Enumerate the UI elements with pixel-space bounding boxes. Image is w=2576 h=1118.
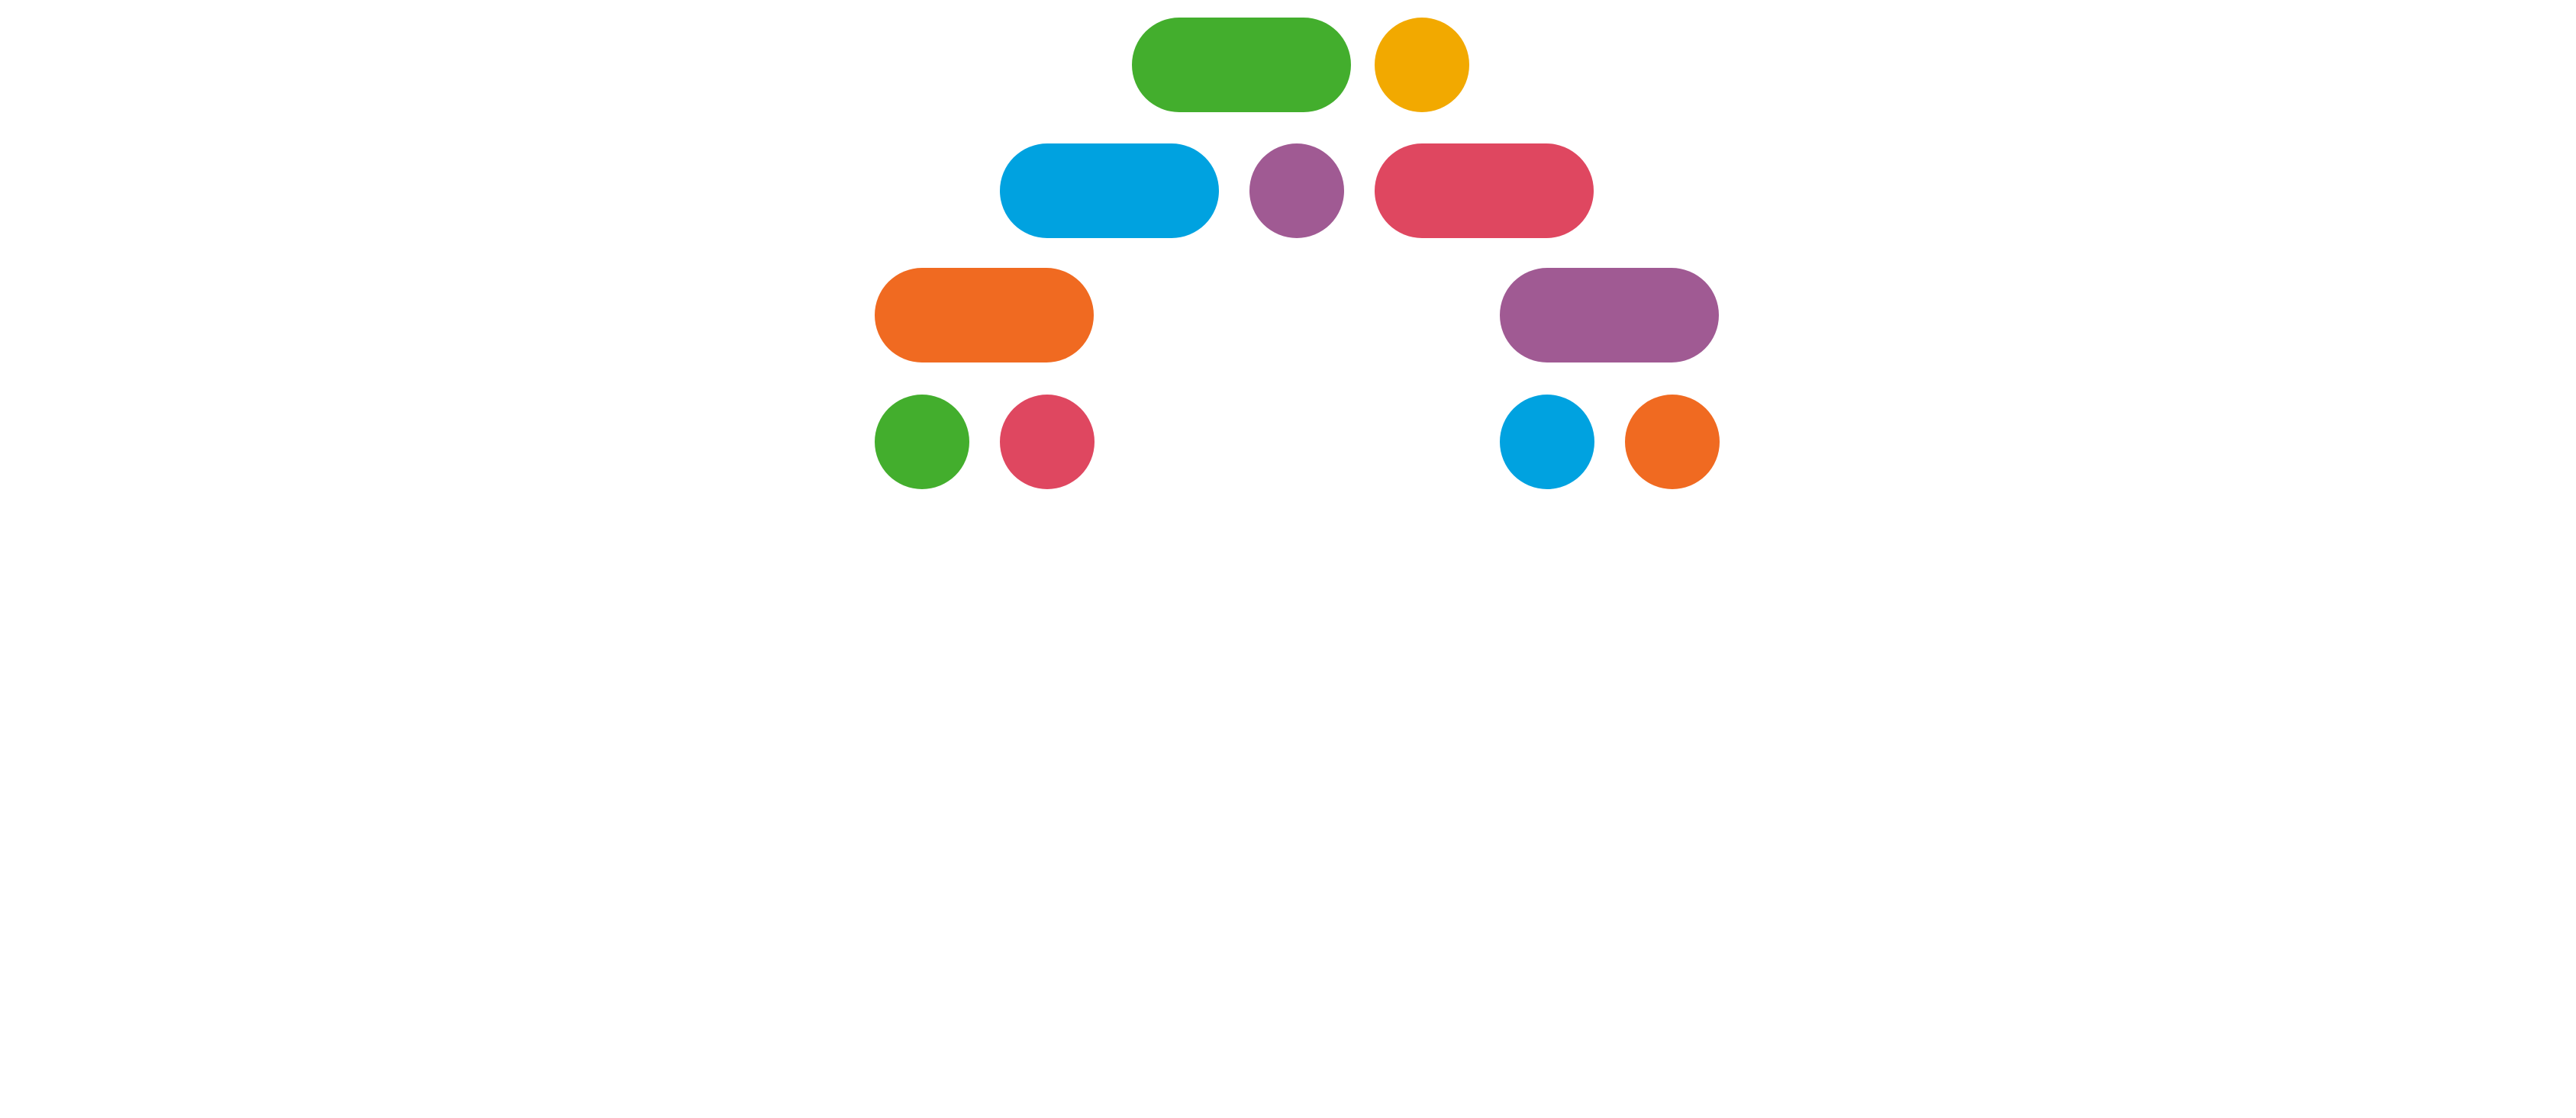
green-dot-row-4 [875, 395, 969, 489]
orange-dot-row-4 [1625, 395, 1720, 489]
purple-pill-row-3 [1500, 268, 1719, 362]
blue-dot-row-4 [1500, 395, 1594, 489]
red-dot-row-4 [1000, 395, 1095, 489]
red-pill-row-2 [1375, 143, 1594, 238]
yellow-dot-row-1 [1375, 18, 1469, 112]
orange-pill-row-3 [875, 268, 1094, 362]
green-pill-row-1 [1132, 18, 1351, 112]
blue-pill-row-2 [1000, 143, 1219, 238]
purple-dot-row-2 [1249, 143, 1344, 238]
